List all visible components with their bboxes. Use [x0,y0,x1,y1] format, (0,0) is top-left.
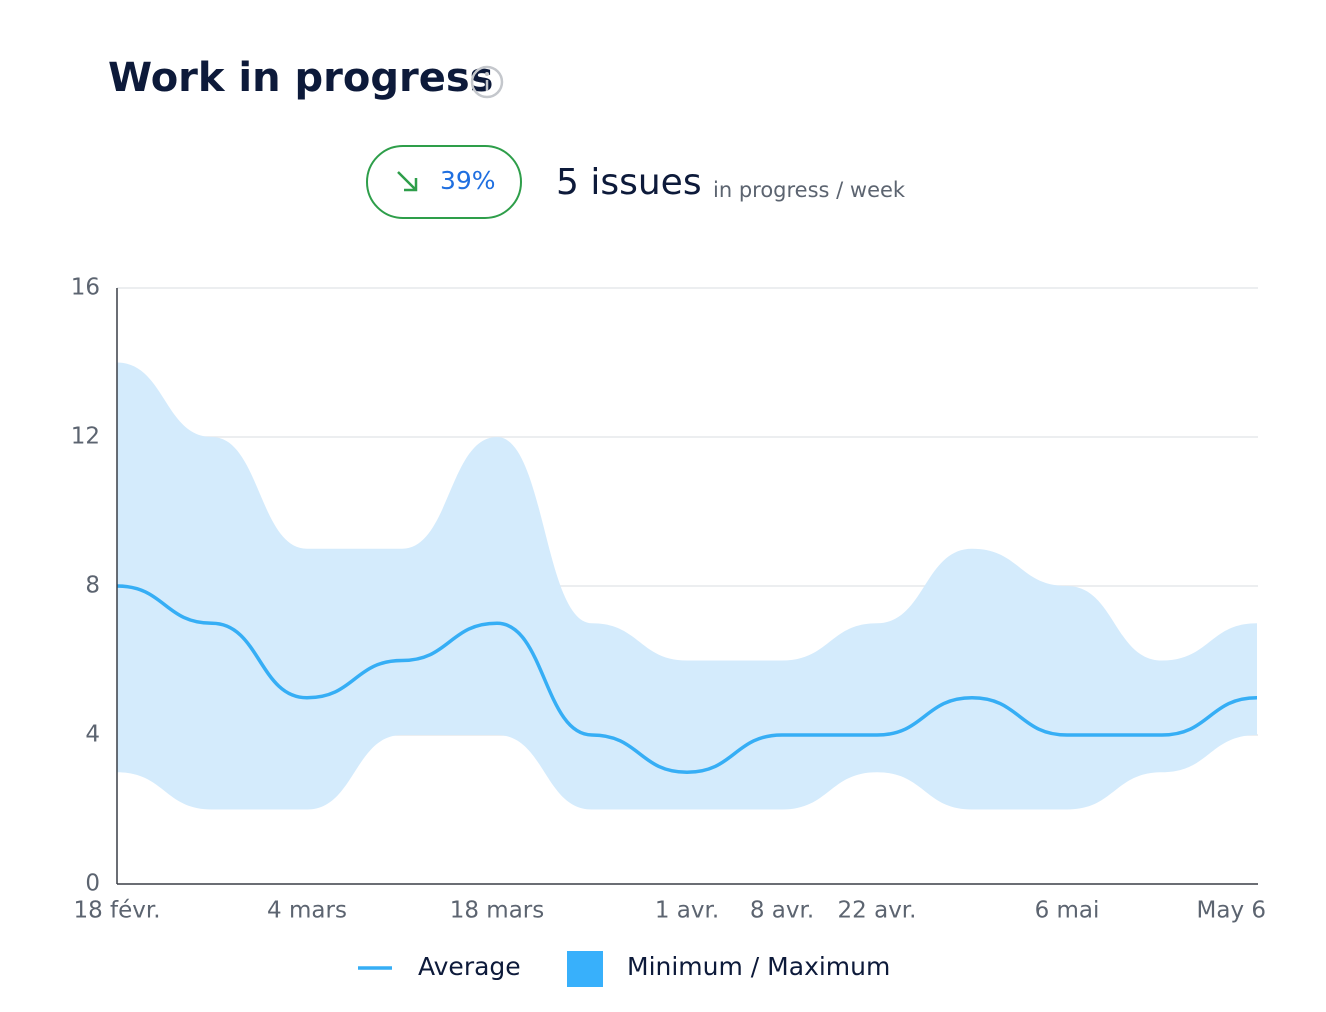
x-tick-label: 18 févr. [73,898,160,924]
badge-text: 39% [440,166,496,195]
x-tick-label: 18 mars [450,898,545,924]
x-tick-label: 1 avr. [655,898,719,924]
legend-label: Minimum / Maximum [627,952,890,981]
y-tick-label: 0 [85,871,100,897]
headline-unit: in progress / week [713,178,906,202]
y-tick-label: 12 [71,424,100,450]
x-tick-label: 6 mai [1035,898,1100,924]
x-tick-label: 22 avr. [838,898,917,924]
trend-badge: 39% [366,145,522,219]
legend-label: Average [418,952,521,981]
y-tick-label: 4 [85,722,100,748]
x-tick-label: 4 mars [267,898,347,924]
title: Work in progress [108,55,494,101]
y-tick-label: 8 [85,573,100,599]
x-tick-label: 8 avr. [750,898,814,924]
headline: 5 issues [556,162,702,203]
y-tick-label: 16 [71,275,100,301]
info-icon[interactable] [470,65,504,99]
average-line [116,584,1258,775]
legend-swatch [567,951,603,987]
x-tick-label: May 6 [1197,898,1267,924]
